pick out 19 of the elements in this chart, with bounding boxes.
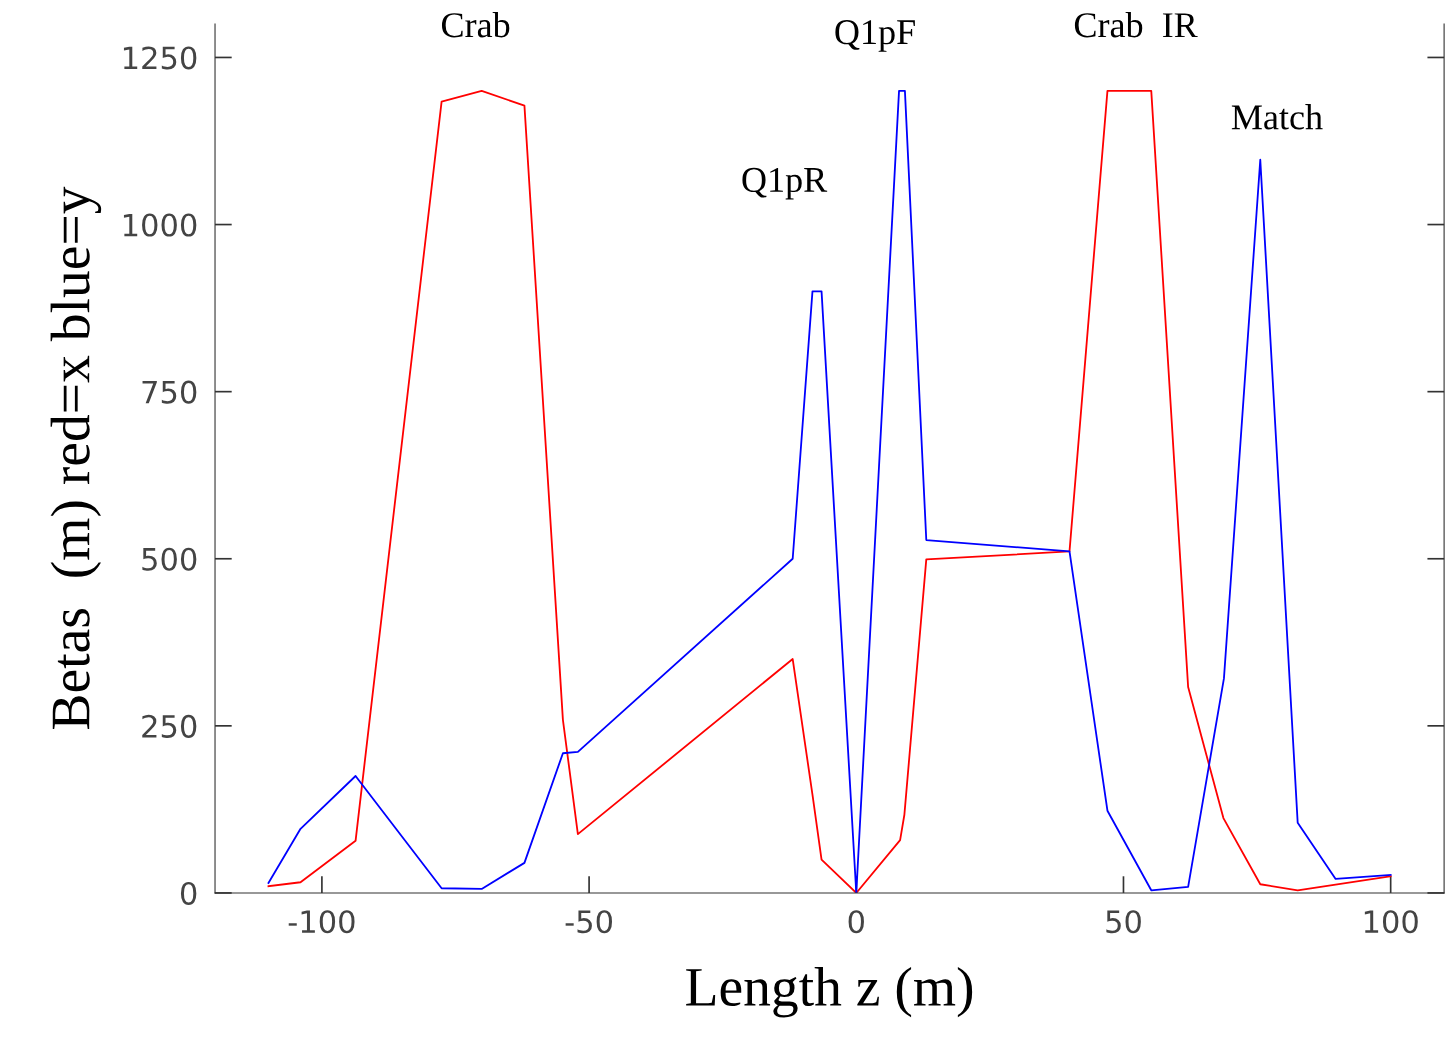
x-tick-label: -50: [565, 910, 613, 934]
y-tick-label: 250: [142, 714, 197, 738]
line-series: [267, 89, 1392, 893]
y-tick-label: 750: [142, 380, 197, 404]
x-tick-label: 0: [848, 910, 864, 934]
y-axis-title: Betas (m) red=x blue=y: [50, 186, 102, 729]
y-tick-label: 1250: [123, 46, 197, 70]
annotation: Crab: [441, 12, 510, 38]
y-tick-label: 500: [142, 547, 197, 571]
annotation: Match: [1231, 104, 1323, 130]
annotation: Crab IR: [1074, 12, 1198, 38]
y-tick-label: 1000: [123, 213, 197, 237]
x-tick-label: -100: [288, 910, 355, 934]
annotation: Q1pF: [835, 20, 915, 52]
x-tick-label: 100: [1364, 910, 1418, 934]
x-axis-title: Length z (m): [686, 966, 973, 1018]
x-tick-label: 50: [1106, 910, 1141, 934]
annotation: Q1pR: [742, 167, 828, 200]
y-tick-label: 0: [180, 881, 197, 905]
